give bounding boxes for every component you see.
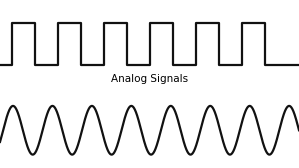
- Title: Analog Signals: Analog Signals: [111, 74, 188, 84]
